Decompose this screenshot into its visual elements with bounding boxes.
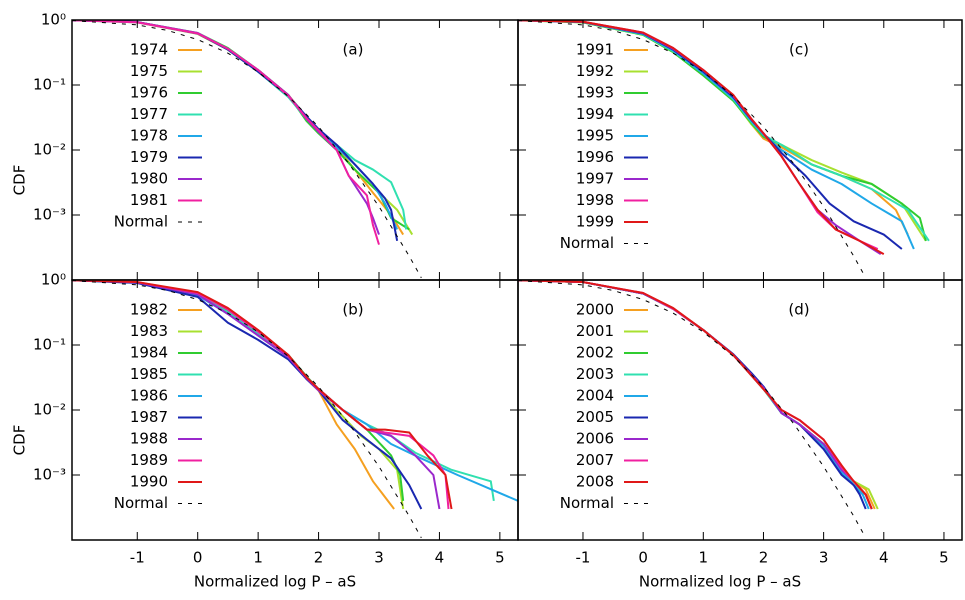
series-line <box>72 280 441 510</box>
legend-label: Normal <box>114 213 168 231</box>
series-line <box>518 280 876 510</box>
series-line <box>518 280 873 510</box>
x-tick-label: 2 <box>759 549 769 567</box>
series-line <box>518 280 873 510</box>
legend-label: 1992 <box>576 62 614 80</box>
legend-label: 1975 <box>130 62 168 80</box>
x-tick-label: -1 <box>130 549 145 567</box>
series-line <box>72 20 380 245</box>
panel-label: (b) <box>342 301 363 319</box>
legend-label: 1974 <box>130 41 168 59</box>
series-line <box>518 20 867 279</box>
x-tick-label: 2 <box>314 549 324 567</box>
series-line <box>518 280 873 510</box>
legend-label: 1987 <box>130 408 168 426</box>
x-tick-label: 1 <box>253 549 263 567</box>
series-line <box>518 280 870 510</box>
legend-label: 2000 <box>576 301 614 319</box>
y-tick-label: 10⁻² <box>33 401 66 419</box>
y-tick-label: 10⁻³ <box>33 206 66 224</box>
series-line <box>518 280 879 510</box>
panel-label: (d) <box>788 301 809 319</box>
legend-label: 1979 <box>130 148 168 166</box>
legend-label: 2002 <box>576 344 614 362</box>
x-tick-label: 5 <box>495 549 505 567</box>
legend-label: Normal <box>560 494 614 512</box>
x-axis-label: Normalized log P – aS <box>194 573 356 591</box>
series-line <box>518 280 873 510</box>
legend-label: 1997 <box>576 170 614 188</box>
panel: 1974 1975 1976 1977 1978 1979 1980 1981 Normal 10… <box>11 11 519 281</box>
panel: 2000 2001 2002 2003 2004 2005 2006 2007 2008 Norm… <box>517 279 963 591</box>
y-tick-label: 10⁻² <box>33 141 66 159</box>
legend-label: 1990 <box>130 473 168 491</box>
legend-label: 2008 <box>576 473 614 491</box>
y-tick-label: 10⁰ <box>41 11 66 29</box>
x-tick-label: 3 <box>374 549 384 567</box>
legend-label: 1988 <box>130 430 168 448</box>
series-line <box>72 20 380 235</box>
panel: 1982 1983 1984 1985 1986 1987 1988 1989 1990 Norm… <box>11 271 519 591</box>
series-line <box>72 280 450 510</box>
panel: 1991 1992 1993 1994 1995 1996 1997 1998 1999 Norm… <box>517 19 963 281</box>
series-line <box>72 280 453 510</box>
legend-label: 1980 <box>130 170 168 188</box>
x-tick-label: 4 <box>879 549 889 567</box>
legend-label: 2006 <box>576 430 614 448</box>
y-tick-label: 10⁻¹ <box>33 336 66 354</box>
y-axis-label: CDF <box>11 165 29 196</box>
series-line <box>518 280 867 510</box>
legend-label: 1984 <box>130 344 168 362</box>
x-tick-label: 3 <box>819 549 829 567</box>
series-line <box>72 20 422 279</box>
panel-label: (a) <box>343 41 364 59</box>
legend-label: 2003 <box>576 365 614 383</box>
legend-label: 1989 <box>130 451 168 469</box>
legend-label: 1993 <box>576 84 614 102</box>
y-axis-label: CDF <box>11 425 29 456</box>
x-tick-label: 0 <box>638 549 648 567</box>
legend-label: 1981 <box>130 191 168 209</box>
legend-label: 1994 <box>576 105 614 123</box>
series-line <box>518 280 873 510</box>
x-tick-label: -1 <box>575 549 590 567</box>
x-tick-label: 4 <box>435 549 445 567</box>
x-tick-label: 1 <box>699 549 709 567</box>
y-tick-label: 10⁰ <box>41 271 66 289</box>
legend-label: Normal <box>114 494 168 512</box>
series-line <box>518 280 867 539</box>
x-tick-label: 0 <box>193 549 203 567</box>
legend-label: 1996 <box>576 148 614 166</box>
legend-label: 2001 <box>576 322 614 340</box>
legend-label: 1982 <box>130 301 168 319</box>
legend-label: 1986 <box>130 387 168 405</box>
series-line <box>72 280 422 539</box>
legend-label: 1998 <box>576 191 614 209</box>
x-axis-label: Normalized log P – aS <box>639 573 801 591</box>
legend-label: 1978 <box>130 127 168 145</box>
legend-label: 1977 <box>130 105 168 123</box>
series-line <box>518 20 885 256</box>
y-tick-label: 10⁻¹ <box>33 76 66 94</box>
panel-label: (c) <box>789 41 809 59</box>
legend-label: 1991 <box>576 41 614 59</box>
legend-label: Normal <box>560 234 614 252</box>
legend-label: 2007 <box>576 451 614 469</box>
legend-label: 1976 <box>130 84 168 102</box>
legend-label: 2005 <box>576 408 614 426</box>
legend-label: 1985 <box>130 365 168 383</box>
legend-label: 1983 <box>130 322 168 340</box>
legend-label: 1999 <box>576 213 614 231</box>
legend-label: 2004 <box>576 387 614 405</box>
legend-label: 1995 <box>576 127 614 145</box>
y-tick-label: 10⁻³ <box>33 466 66 484</box>
x-tick-label: 5 <box>939 549 949 567</box>
